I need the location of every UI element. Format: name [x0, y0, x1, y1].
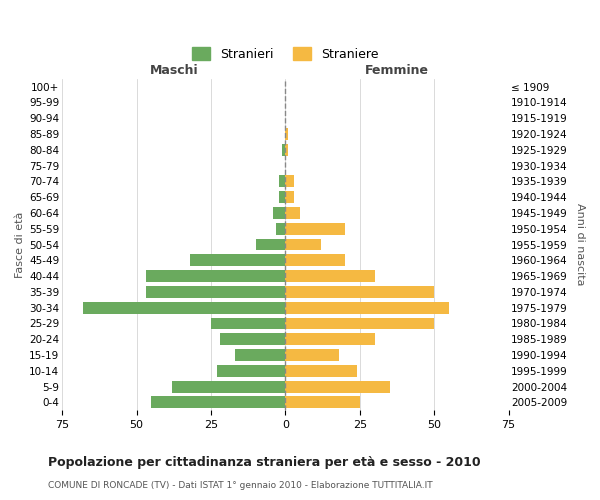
Bar [286, 223, 345, 234]
Bar [286, 254, 345, 266]
Text: COMUNE DI RONCADE (TV) - Dati ISTAT 1° gennaio 2010 - Elaborazione TUTTITALIA.IT: COMUNE DI RONCADE (TV) - Dati ISTAT 1° g… [48, 480, 433, 490]
Bar [172, 380, 286, 392]
Bar [286, 318, 434, 330]
Text: Popolazione per cittadinanza straniera per età e sesso - 2010: Popolazione per cittadinanza straniera p… [48, 456, 481, 469]
Bar [286, 302, 449, 314]
Bar [274, 207, 286, 219]
Bar [286, 349, 339, 361]
Bar [286, 192, 294, 203]
Bar [256, 238, 286, 250]
Y-axis label: Fasce di età: Fasce di età [15, 212, 25, 278]
Bar [286, 144, 289, 156]
Bar [280, 176, 286, 188]
Bar [277, 223, 286, 234]
Bar [286, 270, 374, 282]
Bar [286, 380, 389, 392]
Bar [146, 270, 286, 282]
Bar [211, 318, 286, 330]
Bar [217, 365, 286, 376]
Text: Maschi: Maschi [149, 64, 198, 77]
Bar [220, 334, 286, 345]
Bar [286, 176, 294, 188]
Bar [146, 286, 286, 298]
Bar [235, 349, 286, 361]
Bar [286, 334, 374, 345]
Text: Femmine: Femmine [365, 64, 429, 77]
Bar [283, 144, 286, 156]
Bar [280, 192, 286, 203]
Bar [190, 254, 286, 266]
Bar [83, 302, 286, 314]
Bar [151, 396, 286, 408]
Bar [286, 128, 289, 140]
Bar [286, 286, 434, 298]
Bar [286, 207, 300, 219]
Legend: Stranieri, Straniere: Stranieri, Straniere [187, 42, 384, 66]
Bar [286, 365, 357, 376]
Bar [286, 396, 360, 408]
Bar [286, 238, 321, 250]
Y-axis label: Anni di nascita: Anni di nascita [575, 204, 585, 286]
